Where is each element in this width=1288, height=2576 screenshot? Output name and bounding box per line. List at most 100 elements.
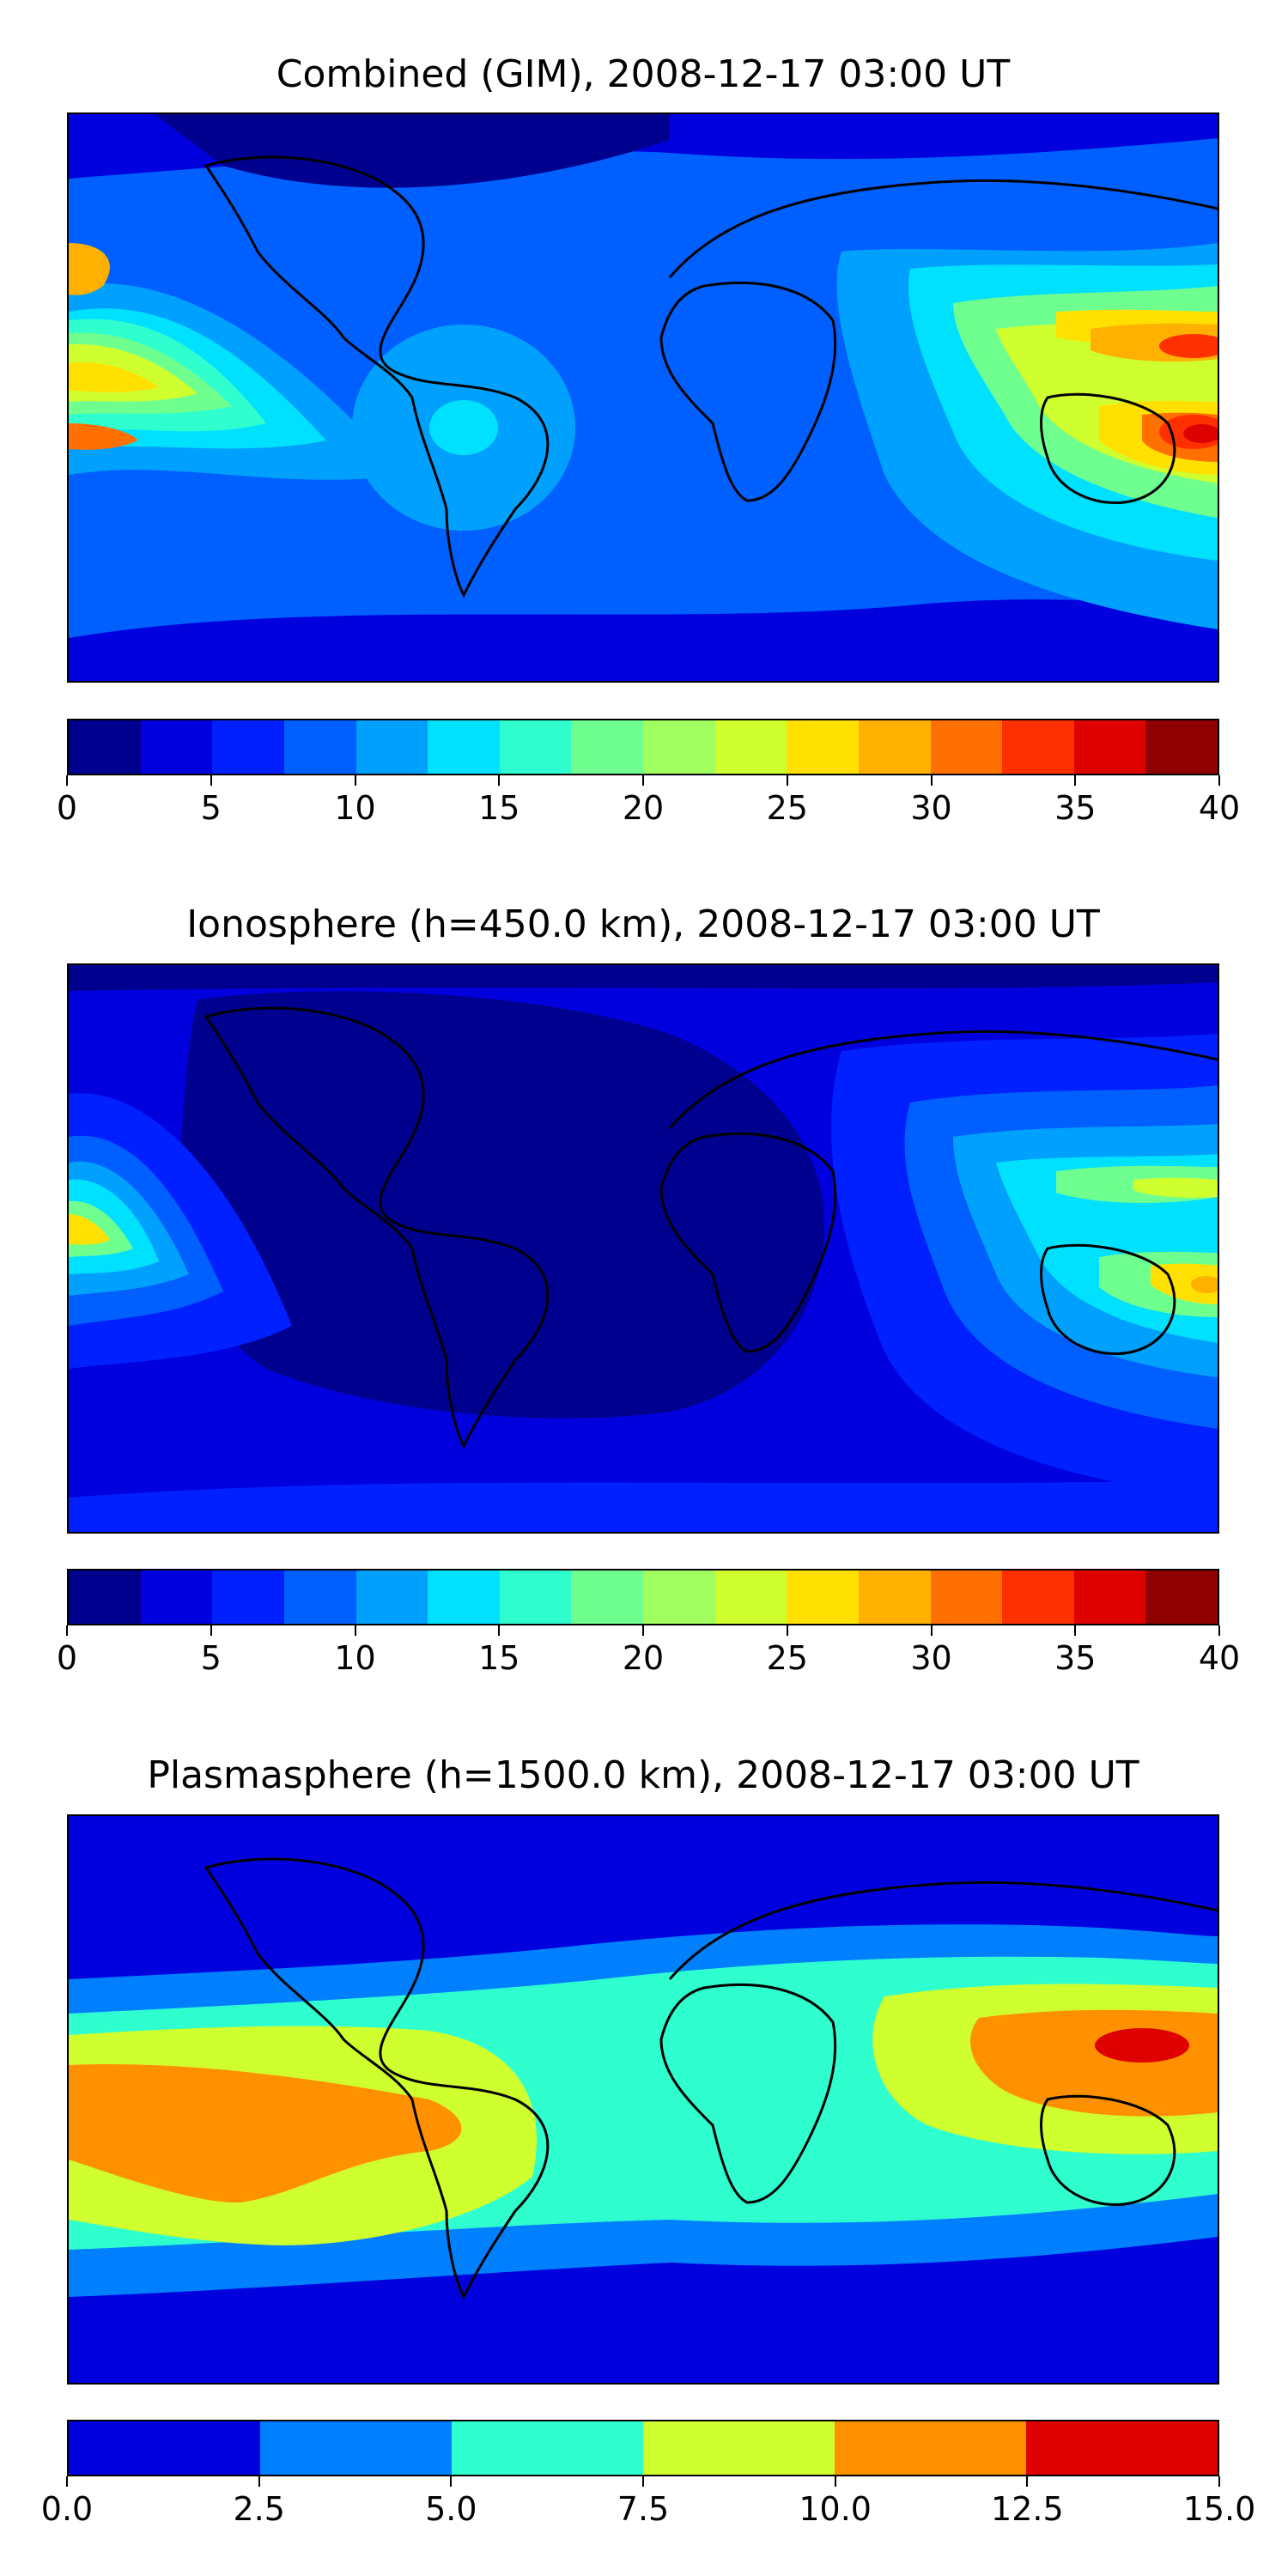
chart-title: Ionosphere (h=450.0 km), 2008-12-17 03:0… [186, 902, 1100, 946]
colorbar-ticks-plasmasphere: 0.0 2.5 5.0 7.5 10.0 12.5 15.0 [41, 2476, 1255, 2528]
colorbar-segment [355, 1571, 428, 1624]
colorbar-tick [66, 1625, 68, 1636]
colorbar-segment [571, 1571, 643, 1624]
colorbar-segment [355, 720, 428, 774]
colorbar-ticks-combined: 0 5 10 15 20 25 30 35 40 [57, 775, 1240, 827]
colorbar-tick-label: 35 [1054, 789, 1097, 827]
colorbar-tick-label: 0.0 [40, 2490, 94, 2528]
tec-map-ionosphere [67, 963, 1219, 1534]
colorbar-tick-label: 5 [200, 789, 222, 827]
colorbar-segment [1026, 2421, 1218, 2475]
colorbar-ticks-ionosphere: 0 5 10 15 20 25 30 35 40 [57, 1625, 1240, 1677]
colorbar-tick-label: 40 [1198, 1639, 1241, 1677]
chart-title: Combined (GIM), 2008-12-17 03:00 UT [276, 52, 1011, 96]
colorbar-tick [66, 775, 68, 786]
colorbar-tick-label: 0 [56, 789, 78, 827]
colorbar-segment [428, 1571, 500, 1624]
colorbar-segment [858, 1571, 931, 1624]
colorbar-tick [642, 1625, 644, 1636]
colorbar-segment [714, 720, 787, 774]
colorbar-segment [930, 1571, 1003, 1624]
colorbar-combined [67, 719, 1219, 775]
colorbar-tick-label: 2.5 [233, 2490, 285, 2528]
colorbar-segment [428, 720, 500, 774]
colorbar-tick-label: 5.0 [425, 2490, 477, 2528]
colorbar-segment [1145, 1571, 1218, 1624]
colorbar-tick [930, 775, 933, 786]
colorbar-tick-label: 40 [1198, 789, 1241, 827]
colorbar-tick [1218, 775, 1220, 786]
colorbar-segment [212, 720, 284, 774]
colorbar-tick-label: 25 [766, 1639, 808, 1677]
colorbar-tick [1026, 2476, 1029, 2487]
colorbar-segment [140, 1571, 213, 1624]
colorbar-segment [643, 2421, 835, 2475]
colorbar-tick-label: 10 [334, 789, 376, 827]
colorbar-ionosphere [67, 1569, 1219, 1625]
tec-map-combined [67, 112, 1219, 683]
colorbar-tick-label: 5 [200, 1639, 222, 1677]
colorbar-segment [1002, 720, 1074, 774]
colorbar-tick-label: 7.5 [617, 2490, 670, 2528]
colorbar-tick-label: 15.0 [1182, 2490, 1256, 2528]
colorbar-tick [1074, 775, 1077, 786]
colorbar-segment [835, 2421, 1026, 2475]
colorbar-segment [140, 720, 213, 774]
colorbar-tick-label: 20 [622, 1639, 665, 1677]
colorbar-tick-label: 10 [334, 1639, 376, 1677]
colorbar-segment [499, 1571, 572, 1624]
colorbar-segment [858, 720, 931, 774]
colorbar-tick-label: 10.0 [799, 2490, 872, 2528]
colorbar-tick [930, 1625, 933, 1636]
colorbar-segment [787, 720, 859, 774]
colorbar-segment [260, 2421, 452, 2475]
colorbar-tick [1218, 2476, 1220, 2487]
colorbar-tick [1218, 1625, 1220, 1636]
colorbar-plasmasphere [67, 2420, 1219, 2476]
colorbar-tick [210, 1625, 212, 1636]
colorbar-tick-label: 25 [766, 789, 808, 827]
colorbar-tick-label: 20 [622, 789, 665, 827]
colorbar-tick-label: 0 [56, 1639, 78, 1677]
colorbar-tick [210, 775, 212, 786]
colorbar-tick [786, 1625, 788, 1636]
colorbar-segment [69, 720, 141, 774]
colorbar-segment [1145, 720, 1218, 774]
colorbar-segment [571, 720, 643, 774]
colorbar-tick-label: 15 [478, 789, 520, 827]
colorbar-tick-label: 30 [910, 1639, 952, 1677]
colorbar-segment [452, 2421, 643, 2475]
colorbar-tick [786, 775, 788, 786]
colorbar-segment [499, 720, 572, 774]
colorbar-tick [498, 1625, 501, 1636]
colorbar-segment [1002, 1571, 1074, 1624]
colorbar-segment [787, 1571, 859, 1624]
colorbar-segment [283, 1571, 356, 1624]
colorbar-segment [643, 1571, 715, 1624]
colorbar-segment [1073, 720, 1146, 774]
colorbar-tick [642, 2476, 644, 2487]
colorbar-segment [69, 1571, 141, 1624]
colorbar-tick-label: 15 [478, 1639, 520, 1677]
colorbar-segment [1073, 1571, 1146, 1624]
colorbar-tick [834, 2476, 836, 2487]
colorbar-segment [69, 2421, 260, 2475]
colorbar-tick-label: 12.5 [991, 2490, 1064, 2528]
colorbar-tick [1074, 1625, 1077, 1636]
colorbar-tick [66, 2476, 68, 2487]
colorbar-tick-label: 35 [1054, 1639, 1097, 1677]
chart-title: Plasmasphere (h=1500.0 km), 2008-12-17 0… [147, 1753, 1139, 1797]
colorbar-tick [498, 775, 501, 786]
colorbar-tick [450, 2476, 453, 2487]
colorbar-tick [354, 775, 356, 786]
colorbar-segment [643, 720, 715, 774]
colorbar-segment [212, 1571, 284, 1624]
colorbar-tick-label: 30 [910, 789, 952, 827]
colorbar-tick [354, 1625, 356, 1636]
colorbar-segment [714, 1571, 787, 1624]
colorbar-segment [930, 720, 1003, 774]
colorbar-segment [283, 720, 356, 774]
colorbar-tick [258, 2476, 260, 2487]
tec-map-plasmasphere [67, 1814, 1219, 2385]
colorbar-tick [642, 775, 644, 786]
